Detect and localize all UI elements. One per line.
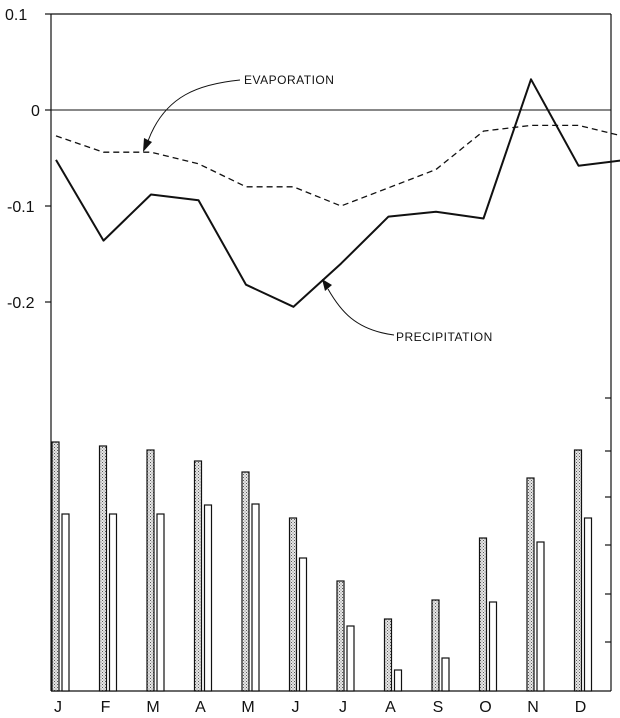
precipitation-pointer-curve: [327, 288, 395, 336]
evaporation-arrowhead: [143, 138, 152, 152]
bar-stippled: [146, 449, 155, 692]
month-label: A: [385, 699, 396, 716]
evaporation-annotation: EVAPORATION: [244, 73, 334, 87]
evaporation-line: [55, 124, 620, 207]
bar-open: [298, 557, 308, 692]
bar-stippled: [288, 517, 298, 692]
y-tick-label: 0: [31, 103, 40, 120]
bar-chart: [51, 441, 593, 692]
month-label: A: [195, 699, 206, 716]
bar-stippled: [336, 580, 345, 692]
bar-open: [441, 657, 450, 692]
month-label: D: [575, 699, 587, 716]
bar-stippled: [51, 441, 60, 692]
month-label: S: [433, 699, 444, 716]
y-tick-label: 0.1: [5, 7, 27, 24]
bar-stippled: [241, 471, 250, 692]
month-label: J: [54, 699, 62, 716]
bar-stippled: [193, 460, 203, 692]
bar-stippled: [526, 477, 535, 692]
bar-open: [203, 504, 213, 692]
y-tick-label: -0.1: [7, 199, 35, 216]
precipitation-arrowhead: [322, 279, 332, 291]
month-label: N: [527, 699, 539, 716]
evaporation-pointer-curve: [147, 79, 241, 142]
bar-open: [488, 601, 498, 692]
precipitation-annotation: PRECIPITATION: [396, 330, 493, 344]
bar-open: [251, 503, 260, 692]
bar-open: [346, 625, 355, 692]
bar-stippled: [431, 599, 440, 692]
month-label: F: [101, 699, 111, 716]
bar-stippled: [478, 537, 488, 692]
month-label: O: [479, 699, 491, 716]
month-label: J: [339, 699, 347, 716]
bar-open: [61, 513, 70, 692]
y-tick-label: -0.2: [7, 295, 35, 312]
bar-open: [108, 513, 118, 692]
bar-open: [583, 517, 593, 692]
left-tick-marks: [45, 13, 51, 303]
month-label: M: [241, 699, 254, 716]
line-chart: [55, 78, 620, 308]
right-tick-marks: [605, 397, 611, 643]
bar-stippled: [573, 449, 583, 692]
bar-stippled: [98, 445, 108, 692]
month-label: M: [146, 699, 159, 716]
bar-open: [393, 669, 403, 692]
month-label: J: [292, 699, 300, 716]
bar-open: [156, 513, 165, 692]
bar-open: [536, 541, 545, 692]
bar-stippled: [383, 618, 393, 692]
precipitation-line: [55, 78, 620, 308]
